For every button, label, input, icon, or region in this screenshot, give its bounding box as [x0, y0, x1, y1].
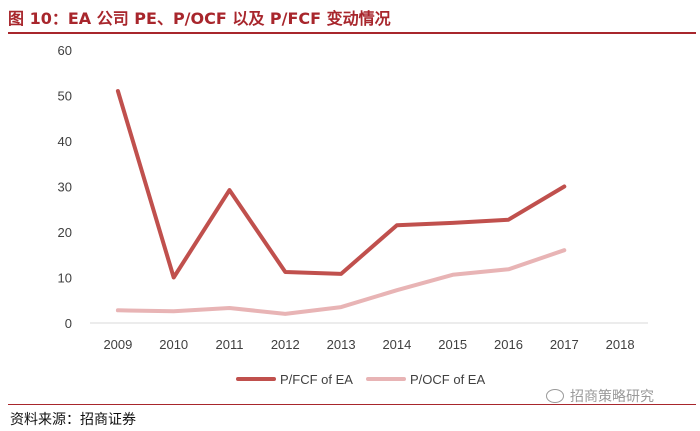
y-tick-label: 50: [58, 89, 72, 104]
legend-label: P/FCF of EA: [280, 372, 353, 387]
figure-title: 图 10：EA 公司 PE、P/OCF 以及 P/FCF 变动情况: [8, 9, 391, 28]
series-line-pfcf: [115, 89, 567, 280]
source-note: 资料来源：招商证券: [10, 412, 136, 428]
y-tick-label: 40: [58, 134, 72, 149]
legend: P/FCF of EA P/OCF of EA: [236, 372, 485, 387]
y-tick-label: 60: [58, 43, 72, 58]
x-tick-label: 2011: [216, 337, 244, 352]
x-tick-label: 2010: [159, 337, 188, 352]
wechat-icon: [546, 389, 564, 403]
x-tick-label: 2012: [271, 337, 300, 352]
source-divider: [8, 404, 696, 405]
y-axis: 0 10 20 30 40 50 60: [58, 43, 72, 331]
x-tick-label: 2009: [103, 337, 132, 352]
y-tick-label: 10: [58, 271, 72, 286]
title-divider: [8, 32, 696, 34]
x-axis: 2009 2010 2011 2012 2013 2014 2015 2016 2017 2018: [103, 337, 634, 352]
x-tick-label: 2013: [327, 337, 356, 352]
legend-label: P/OCF of EA: [410, 372, 485, 387]
x-tick-label: 2014: [382, 337, 411, 352]
y-tick-label: 30: [58, 180, 72, 195]
watermark: 招商策略研究: [546, 386, 654, 406]
x-tick-label: 2015: [438, 337, 467, 352]
series-line-pocf: [115, 248, 567, 316]
x-tick-label: 2017: [550, 337, 579, 352]
y-tick-label: 0: [65, 316, 72, 331]
y-tick-label: 20: [58, 225, 72, 240]
series-layer: [115, 89, 567, 316]
x-tick-label: 2018: [606, 337, 635, 352]
x-tick-label: 2016: [494, 337, 523, 352]
watermark-text: 招商策略研究: [570, 389, 654, 405]
